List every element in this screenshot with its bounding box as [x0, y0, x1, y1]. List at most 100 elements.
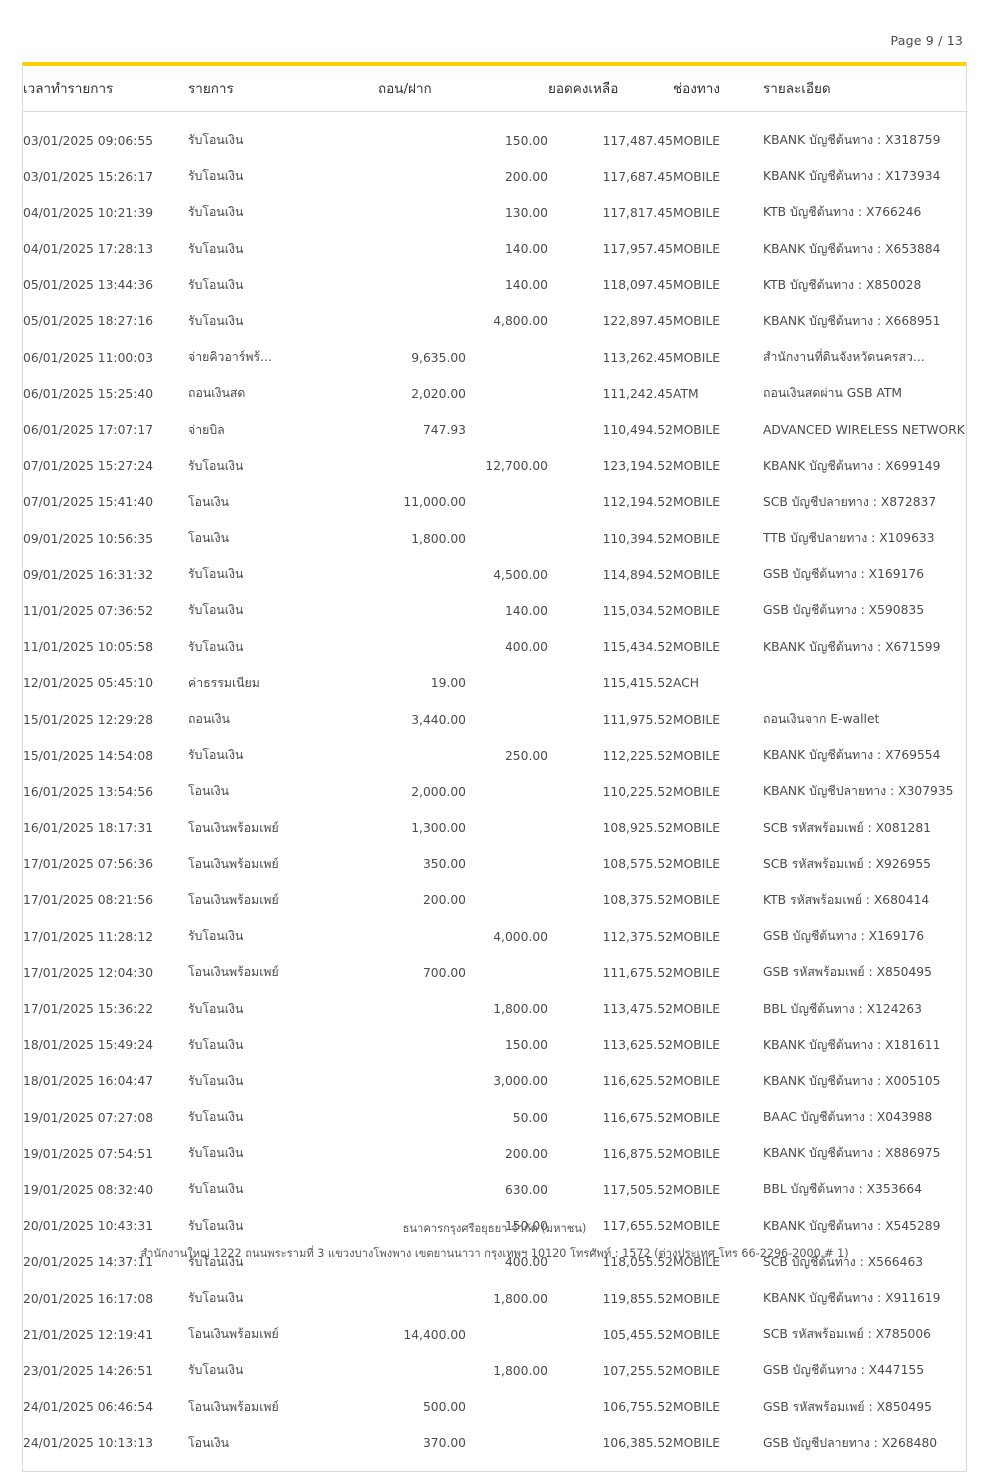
cell-withdraw — [378, 314, 466, 328]
cell-amount: 1,800.00 — [378, 991, 548, 1027]
cell-amount: 350.00 — [378, 846, 548, 882]
table-row: 17/01/2025 12:04:30 โอนเงินพร้อมเพย์ 700.0… — [23, 955, 968, 991]
cell-datetime: 24/01/2025 10:13:13 — [23, 1436, 154, 1451]
table-row: 20/01/2025 10:43:31 รับโอนเงิน 150.00 117,6… — [23, 1208, 968, 1244]
cell-withdraw — [378, 640, 466, 654]
cell-channel: MOBILE — [673, 567, 720, 582]
cell-datetime: 06/01/2025 17:07:17 — [23, 423, 154, 437]
cell-datetime: 07/01/2025 15:41:40 — [23, 495, 154, 510]
table-row: 24/01/2025 10:13:13 โอนเงิน 370.00 106,385.… — [23, 1425, 968, 1471]
table-row: 09/01/2025 10:56:35 โอนเงิน 1,800.00 110,39… — [23, 520, 968, 556]
cell-description: รับโอนเงิน — [188, 205, 244, 220]
table-row: 15/01/2025 14:54:08 รับโอนเงิน 250.00 112,2… — [23, 738, 968, 774]
table-row: 17/01/2025 08:21:56 โอนเงินพร้อมเพย์ 200.0… — [23, 882, 968, 918]
cell-withdraw — [378, 206, 466, 220]
table-row: 17/01/2025 07:56:36 โอนเงินพร้อมเพย์ 350.0… — [23, 846, 968, 882]
cell-detail: GSB รหัสพร้อมเพย์ : X850495 — [763, 965, 932, 980]
cell-deposit: 200.00 — [504, 1146, 548, 1161]
cell-channel: MOBILE — [673, 893, 720, 908]
cell-detail: GSB บัญชีต้นทาง : X169176 — [763, 567, 925, 582]
cell-channel: MOBILE — [673, 603, 720, 618]
cell-description: รับโอนเงิน — [188, 639, 244, 654]
cell-amount: 250.00 — [378, 738, 548, 774]
table-row: 04/01/2025 17:28:13 รับโอนเงิน 140.00 117,9… — [23, 231, 968, 267]
cell-withdraw — [378, 1183, 466, 1197]
cell-description: รับโอนเงิน — [188, 1218, 244, 1233]
cell-channel: MOBILE — [673, 748, 720, 763]
cell-channel: MOBILE — [673, 423, 720, 437]
cell-balance: 117,957.45 — [602, 242, 673, 257]
cell-deposit — [466, 857, 548, 871]
cell-description: โอนเงิน — [188, 1435, 230, 1450]
cell-description: โอนเงินพร้อมเพย์ — [188, 965, 279, 980]
cell-balance: 117,687.45 — [602, 169, 673, 184]
cell-withdraw: 370.00 — [422, 1436, 466, 1451]
cell-detail: KBANK บัญชีต้นทาง : X911619 — [763, 1291, 941, 1305]
cell-deposit: 1,800.00 — [493, 1363, 548, 1378]
cell-description: รับโอนเงิน — [188, 1363, 244, 1378]
cell-description: รับโอนเงิน — [188, 241, 244, 256]
cell-detail: KBANK บัญชีต้นทาง : X699149 — [763, 458, 941, 473]
cell-description: โอนเงินพร้อมเพย์ — [188, 1399, 279, 1414]
cell-detail: GSB บัญชีต้นทาง : X447155 — [763, 1363, 925, 1378]
cell-datetime: 09/01/2025 10:56:35 — [23, 531, 154, 546]
cell-datetime: 20/01/2025 16:17:08 — [23, 1291, 154, 1306]
cell-datetime: 11/01/2025 10:05:58 — [23, 640, 154, 655]
cell-deposit: 12,700.00 — [485, 459, 548, 474]
table-row: 16/01/2025 18:17:31 โอนเงินพร้อมเพย์ 1,300… — [23, 810, 968, 846]
cell-datetime: 06/01/2025 11:00:03 — [23, 350, 154, 365]
cell-deposit — [466, 495, 548, 509]
cell-deposit: 150.00 — [504, 1038, 548, 1053]
table-row: 19/01/2025 08:32:40 รับโอนเงิน 630.00 117,5… — [23, 1172, 968, 1208]
cell-amount: 4,000.00 — [378, 919, 548, 955]
cell-detail: GSB รหัสพร้อมเพย์ : X850495 — [763, 1399, 932, 1414]
cell-description: รับโอนเงิน — [188, 603, 244, 618]
cell-channel: MOBILE — [673, 1291, 720, 1306]
cell-description: รับโอนเงิน — [188, 313, 244, 328]
cell-amount: 150.00 — [378, 112, 548, 159]
column-header-balance: ยอดคงเหลือ — [548, 66, 673, 112]
cell-description: ค่าธรรมเนียม — [188, 675, 260, 690]
cell-deposit: 140.00 — [504, 278, 548, 293]
cell-balance: 118,055.52 — [602, 1255, 673, 1270]
cell-deposit — [466, 713, 548, 727]
cell-detail: KTB บัญชีต้นทาง : X850028 — [763, 277, 922, 292]
cell-deposit — [466, 1400, 548, 1414]
cell-datetime: 03/01/2025 09:06:55 — [23, 133, 154, 148]
cell-amount: 400.00 — [378, 629, 548, 665]
cell-balance: 106,385.52 — [602, 1436, 673, 1451]
cell-withdraw: 11,000.00 — [403, 495, 466, 510]
cell-channel: ACH — [673, 676, 700, 691]
cell-amount: 1,800.00 — [378, 1353, 548, 1389]
cell-channel: MOBILE — [673, 459, 720, 474]
cell-balance: 112,225.52 — [602, 748, 673, 763]
cell-description: รับโอนเงิน — [188, 567, 244, 582]
cell-datetime: 19/01/2025 07:54:51 — [23, 1146, 154, 1161]
cell-amount: 4,500.00 — [378, 557, 548, 593]
cell-channel: MOBILE — [673, 965, 720, 980]
cell-deposit: 150.00 — [504, 133, 548, 148]
cell-channel: MOBILE — [673, 350, 720, 365]
cell-channel: MOBILE — [673, 495, 720, 510]
cell-description: โอนเงิน — [188, 784, 230, 799]
statement-page: Page 9 / 13 เวลาทำรายการ รายการ ถอน/ฝาก … — [22, 33, 968, 1472]
table-row: 19/01/2025 07:27:08 รับโอนเงิน 50.00 116,67… — [23, 1099, 968, 1135]
cell-detail: KBANK บัญชีต้นทาง : X671599 — [763, 639, 941, 654]
cell-channel: MOBILE — [673, 169, 720, 184]
cell-balance: 116,875.52 — [602, 1146, 673, 1161]
cell-amount: 140.00 — [378, 267, 548, 303]
cell-withdraw: 3,440.00 — [411, 712, 466, 727]
footer-bank-name: ธนาคารกรุงศรีอยุธยา จำกัด (มหาชน) — [402, 1222, 587, 1235]
cell-detail: ถอนเงินจาก E-wallet — [763, 712, 880, 726]
cell-datetime: 05/01/2025 18:27:16 — [23, 314, 154, 329]
cell-balance: 113,475.52 — [602, 1002, 673, 1016]
cell-deposit — [466, 1328, 548, 1342]
table-row: 23/01/2025 14:26:51 รับโอนเงิน 1,800.00 107… — [23, 1353, 968, 1389]
cell-detail: สำนักงานที่ดินจังหวัดนครสว... — [763, 350, 925, 365]
cell-deposit: 1,800.00 — [493, 1291, 548, 1306]
cell-detail: KTB บัญชีต้นทาง : X766246 — [763, 205, 922, 220]
cell-channel: MOBILE — [673, 784, 720, 799]
cell-balance: 108,375.52 — [602, 893, 673, 908]
cell-detail: BBL บัญชีต้นทาง : X353664 — [763, 1182, 922, 1197]
column-header-description: รายการ — [188, 66, 378, 112]
